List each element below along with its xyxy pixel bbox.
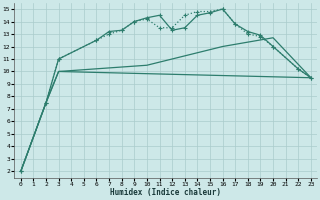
X-axis label: Humidex (Indice chaleur): Humidex (Indice chaleur) [110, 188, 221, 197]
